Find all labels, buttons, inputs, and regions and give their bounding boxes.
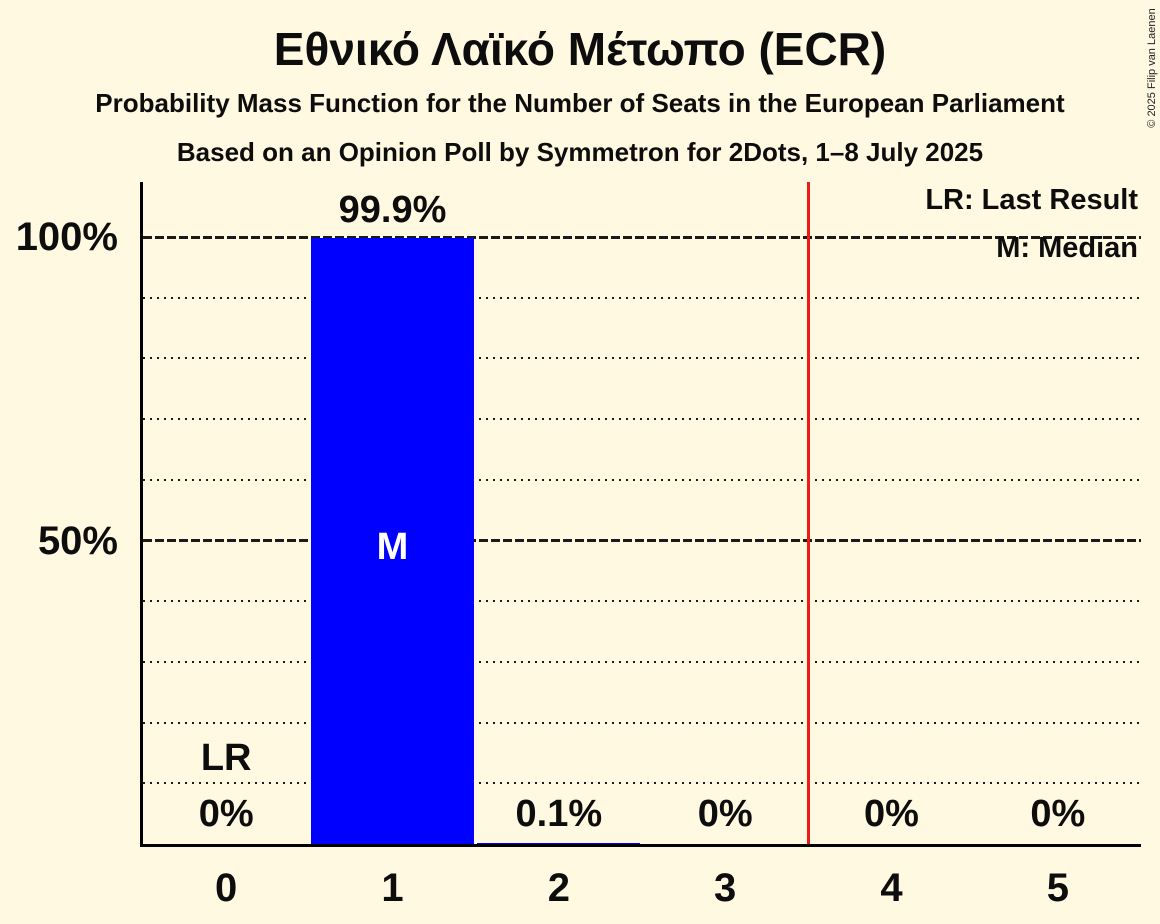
x-tick-1: 1 — [381, 866, 404, 910]
chart-poll-info: Based on an Opinion Poll by Symmetron fo… — [176, 137, 984, 167]
minor-gridline — [143, 418, 1141, 421]
minor-gridline — [143, 600, 1141, 603]
minor-gridline — [143, 782, 1141, 785]
last-result-marker: LR — [200, 737, 252, 779]
major-gridline — [143, 235, 1141, 239]
y-tick-50: 50% — [37, 518, 118, 563]
major-gridline — [143, 539, 1141, 542]
value-label-3: 0% — [697, 793, 753, 835]
y-tick-100: 100% — [15, 215, 118, 259]
minor-gridline — [143, 721, 1141, 724]
bar-seats-2 — [477, 843, 641, 844]
median-marker: M — [376, 525, 409, 568]
minor-gridline — [143, 478, 1141, 481]
x-tick-5: 5 — [1046, 866, 1069, 910]
x-tick-2: 2 — [547, 866, 570, 910]
chart-title: Εθνικό Λαϊκό Μέτωπο (ECR) — [273, 23, 887, 75]
threshold-line — [806, 182, 810, 844]
copyright-notice: © 2025 Filip van Laenen — [1146, 8, 1158, 128]
value-label-4: 0% — [864, 793, 919, 835]
minor-gridline — [143, 660, 1141, 663]
chart-subtitle: Probability Mass Function for the Number… — [95, 88, 1065, 118]
minor-gridline — [143, 357, 1141, 360]
x-tick-0: 0 — [215, 866, 238, 910]
value-label-0: 0% — [198, 793, 254, 835]
value-label-5: 0% — [1030, 793, 1086, 835]
plot-area: 0% 99.9% 0.1% 0% 0% 0% LR M — [140, 182, 1141, 847]
value-label-2: 0.1% — [515, 793, 603, 835]
x-tick-3: 3 — [714, 866, 737, 910]
minor-gridline — [143, 296, 1141, 299]
x-tick-4: 4 — [880, 866, 903, 910]
legend-median: M: Median — [996, 232, 1138, 264]
value-label-1: 99.9% — [338, 188, 447, 231]
legend-last-result: LR: Last Result — [925, 184, 1138, 216]
bar-seats-1 — [310, 237, 475, 844]
